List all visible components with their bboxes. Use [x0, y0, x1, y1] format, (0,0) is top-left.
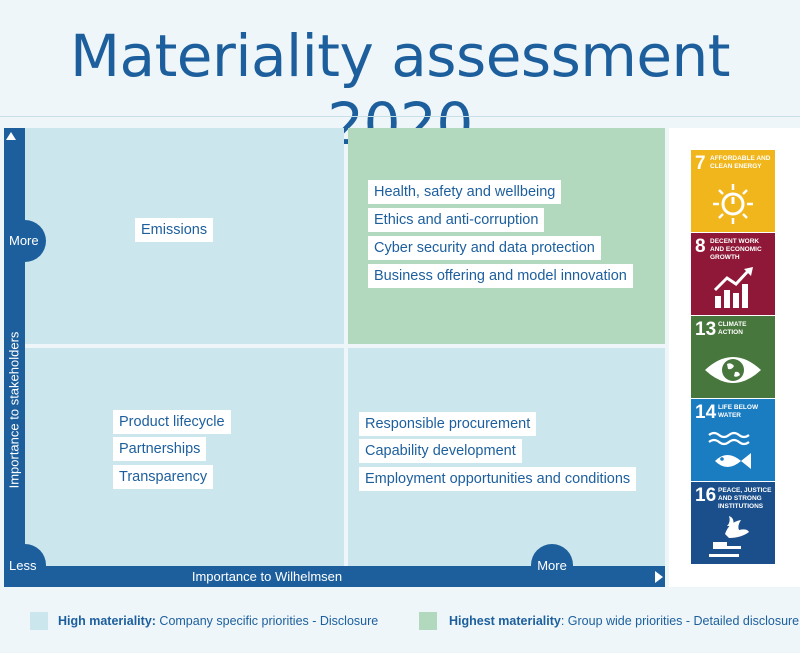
sdg-7-tile: 7 AFFORDABLE AND CLEAN ENERGY	[691, 150, 775, 232]
x-axis-more-marker: More	[531, 544, 573, 587]
sdg-number: 13	[695, 319, 717, 340]
sdg-8-tile: 8 DECENT WORK AND ECONOMIC GROWTH	[691, 233, 775, 315]
legend-highest-materiality: Highest materiality: Group wide prioriti…	[449, 614, 799, 628]
arrow-right-icon	[655, 571, 663, 583]
sdg-16-tile: 16 PEACE, JUSTICE AND STRONG INSTITUTION…	[691, 482, 775, 564]
sdg-title: LIFE BELOW WATER	[718, 404, 759, 419]
topic-tag: Capability development	[359, 439, 522, 463]
sdg-title: CLIMATE ACTION	[718, 321, 747, 336]
topic-tag: Employment opportunities and conditions	[359, 467, 637, 491]
arrow-up-icon	[6, 132, 16, 140]
dove-gavel-icon	[709, 516, 749, 557]
x-axis-bar	[4, 566, 665, 587]
topic-tag: Emissions	[135, 218, 214, 242]
title-divider	[0, 116, 800, 117]
sdg-title: AFFORDABLE AND CLEAN ENERGY	[710, 155, 771, 170]
topic-tag: Responsible procurement	[359, 412, 537, 436]
legend-swatch-highest	[419, 612, 437, 630]
page-title: Materiality assessment 2020	[69, 22, 731, 158]
legend-high-materiality: High materiality: Company specific prior…	[58, 614, 378, 628]
sdg-number: 8	[695, 236, 706, 257]
sdg-number: 16	[695, 485, 717, 506]
origin-less-marker: Less	[4, 544, 46, 587]
topic-tag: Health, safety and wellbeing	[368, 180, 562, 204]
fish-waves-icon	[708, 431, 751, 469]
legend-description: : Group wide priorities - Detailed discl…	[560, 614, 800, 628]
topic-tag: Partnerships	[113, 437, 207, 461]
sun-power-icon	[713, 184, 753, 224]
topic-tag: Product lifecycle	[113, 410, 231, 434]
topic-tag: Transparency	[113, 465, 214, 489]
sdg-number: 14	[695, 402, 717, 423]
sdg-14-tile: 14 LIFE BELOW WATER	[691, 399, 775, 481]
legend-label: Highest materiality	[449, 614, 561, 628]
legend-label: High materiality:	[58, 614, 156, 628]
sdg-13-tile: 13 CLIMATE ACTION	[691, 316, 775, 398]
sdg-title: DECENT WORK AND ECONOMIC GROWTH	[710, 238, 762, 261]
legend-description: Company specific priorities - Disclosure	[155, 614, 379, 628]
x-axis-label: Importance to Wilhelmsen	[191, 569, 343, 584]
topic-tag: Cyber security and data protection	[368, 236, 601, 260]
y-axis-more-marker: More	[4, 220, 46, 262]
legend-swatch-high	[30, 612, 48, 630]
eye-globe-icon	[705, 357, 761, 383]
sdg-number: 7	[695, 153, 706, 174]
y-axis-label: Importance to stakeholders	[6, 331, 22, 489]
sdg-title: PEACE, JUSTICE AND STRONG INSTITUTIONS	[718, 487, 772, 510]
growth-chart-icon	[713, 267, 753, 308]
topic-tag: Business offering and model innovation	[368, 264, 633, 288]
topic-tag: Ethics and anti-corruption	[368, 208, 545, 232]
